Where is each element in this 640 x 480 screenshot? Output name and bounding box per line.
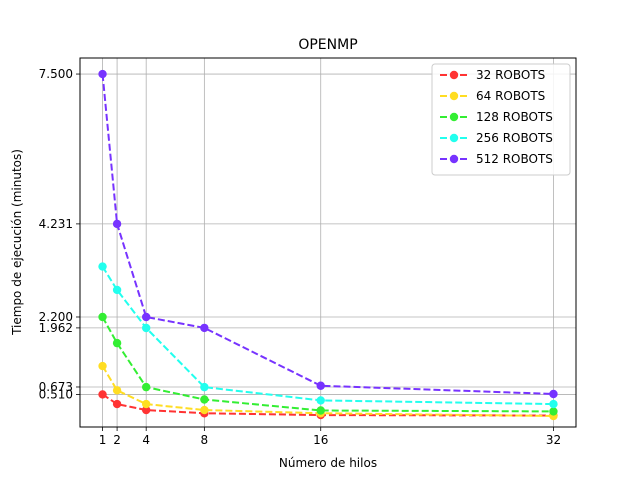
data-point xyxy=(141,405,151,415)
series-256-robots xyxy=(98,262,558,409)
legend-item: 256 ROBOTS xyxy=(440,131,553,145)
data-point xyxy=(316,381,325,390)
x-tick-label: 8 xyxy=(201,433,209,447)
data-point xyxy=(98,312,107,322)
series-line xyxy=(101,365,554,417)
x-tick-label: 1 xyxy=(99,433,107,447)
data-point xyxy=(549,399,558,409)
legend-item: 64 ROBOTS xyxy=(440,89,545,103)
data-point xyxy=(112,219,122,229)
data-point xyxy=(549,407,558,416)
legend-marker xyxy=(449,91,459,101)
x-tick-label: 16 xyxy=(313,433,328,447)
legend-label: 64 ROBOTS xyxy=(476,89,545,103)
y-tick-label: 2.200 xyxy=(39,310,73,324)
y-tick-label: 4.231 xyxy=(39,217,73,231)
legend-marker xyxy=(449,133,459,143)
x-tick-label: 2 xyxy=(113,433,121,447)
x-tick-label: 4 xyxy=(142,433,150,447)
data-point xyxy=(200,405,209,415)
legend-marker xyxy=(449,112,459,122)
legend-marker xyxy=(449,154,459,164)
data-point xyxy=(200,395,209,404)
data-point xyxy=(549,389,558,399)
legend-marker xyxy=(449,70,459,80)
plot-frame xyxy=(79,57,577,428)
data-point xyxy=(316,406,325,415)
data-point xyxy=(112,386,122,395)
legend-label: 128 ROBOTS xyxy=(476,110,553,124)
data-point xyxy=(98,262,107,271)
data-point xyxy=(141,382,151,392)
y-tick-label: 0.673 xyxy=(39,380,73,394)
legend-label: 256 ROBOTS xyxy=(476,131,553,145)
data-point xyxy=(141,312,151,322)
data-point xyxy=(98,390,107,399)
grid-lines xyxy=(80,58,576,427)
y-tick-label: 7.500 xyxy=(39,67,73,81)
legend: 32 ROBOTS 64 ROBOTS 128 ROBOTS 256 ROBOTS 51… xyxy=(431,63,571,176)
data-point xyxy=(98,361,107,371)
legend-label: 32 ROBOTS xyxy=(476,68,545,82)
series-line xyxy=(101,316,554,413)
data-point xyxy=(200,382,209,392)
data-point xyxy=(141,323,151,333)
legend-item: 128 ROBOTS xyxy=(440,110,553,124)
y-tick-label: 0.510 xyxy=(39,387,73,401)
legend-item: 32 ROBOTS xyxy=(440,68,545,82)
chart-title: OPENMP xyxy=(298,37,357,53)
legend-item: 512 ROBOTS xyxy=(440,152,553,166)
data-point xyxy=(98,69,107,79)
data-point xyxy=(112,338,122,348)
series-line xyxy=(101,73,554,395)
x-axis-label: Número de hilos xyxy=(279,456,377,470)
x-axis-ticks: 1 2 4 8 16 32 xyxy=(99,427,561,447)
data-point xyxy=(141,399,151,409)
y-axis-label: Tiempo de ejecución (minutos) xyxy=(10,149,24,336)
legend-label: 512 ROBOTS xyxy=(476,152,553,166)
series-128-robots xyxy=(98,312,558,416)
y-tick-label: 1.962 xyxy=(39,321,73,335)
series-512-robots xyxy=(98,69,558,399)
series-line xyxy=(101,266,554,406)
series-layer xyxy=(98,69,558,421)
data-point xyxy=(200,323,209,333)
legend-box xyxy=(431,63,571,176)
data-point xyxy=(112,399,122,409)
data-point xyxy=(316,396,325,405)
x-tick-label: 32 xyxy=(546,433,561,447)
data-point xyxy=(112,285,122,295)
